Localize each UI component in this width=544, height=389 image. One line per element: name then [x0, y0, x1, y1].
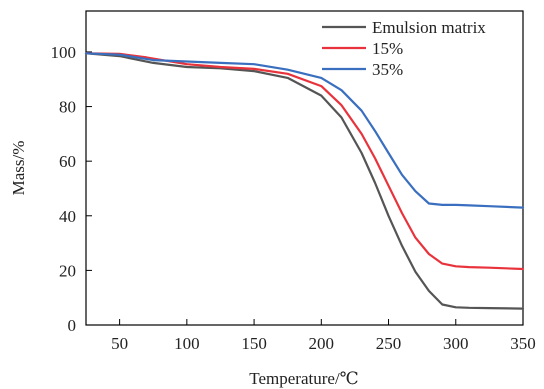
x-tick-label: 50 [111, 334, 128, 353]
legend-label: Emulsion matrix [372, 18, 486, 37]
legend-label: 35% [372, 60, 403, 79]
x-tick-label: 150 [241, 334, 267, 353]
legend: Emulsion matrix 15% 35% [322, 18, 486, 79]
y-tick-label: 0 [68, 316, 77, 335]
x-tick-label: 250 [376, 334, 402, 353]
x-tick-label: 300 [443, 334, 469, 353]
y-axis-title: Mass/% [9, 141, 28, 196]
series-line-3 [84, 52, 525, 209]
plot-area-frame [85, 10, 524, 326]
y-axis: 0 20 40 60 80 100 [51, 43, 92, 335]
y-tick-label: 80 [59, 98, 76, 117]
y-tick-label: 100 [51, 43, 77, 62]
series-lines [84, 52, 525, 310]
x-axis: 50 100 150 200 250 300 350 [111, 319, 536, 353]
series-line-2 [84, 52, 525, 271]
y-tick-label: 20 [59, 261, 76, 280]
legend-label: 15% [372, 39, 403, 58]
x-tick-label: 350 [510, 334, 536, 353]
y-tick-label: 40 [59, 207, 76, 226]
x-tick-label: 100 [174, 334, 200, 353]
series-line-1 [84, 52, 525, 310]
x-axis-title: Temperature/℃ [249, 369, 358, 388]
x-tick-label: 200 [309, 334, 335, 353]
y-tick-label: 60 [59, 152, 76, 171]
